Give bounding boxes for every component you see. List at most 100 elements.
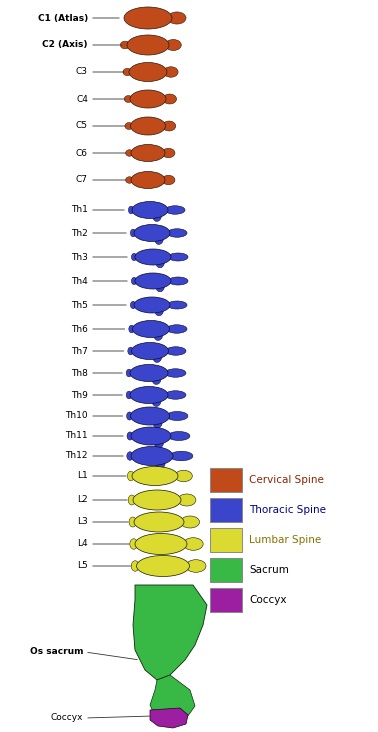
Text: Coccyx: Coccyx (51, 714, 83, 722)
Ellipse shape (127, 35, 169, 55)
Ellipse shape (165, 206, 185, 214)
Ellipse shape (127, 432, 133, 440)
Ellipse shape (152, 376, 161, 384)
Bar (210, 528, 242, 552)
Ellipse shape (128, 347, 133, 355)
Ellipse shape (183, 538, 203, 550)
Ellipse shape (178, 494, 196, 506)
Ellipse shape (130, 539, 138, 549)
Ellipse shape (131, 171, 165, 189)
Text: L4: L4 (77, 539, 88, 548)
Ellipse shape (126, 369, 132, 377)
Text: C1 (Atlas): C1 (Atlas) (38, 13, 88, 23)
Ellipse shape (126, 391, 132, 399)
Ellipse shape (124, 7, 172, 29)
Ellipse shape (127, 471, 134, 481)
Ellipse shape (127, 412, 132, 420)
Ellipse shape (167, 228, 187, 237)
Text: Th5: Th5 (71, 301, 88, 310)
Ellipse shape (163, 121, 176, 131)
Ellipse shape (166, 411, 188, 420)
Bar (210, 558, 242, 582)
Ellipse shape (132, 343, 169, 359)
Ellipse shape (130, 229, 136, 237)
Ellipse shape (153, 212, 161, 221)
Text: Th6: Th6 (71, 324, 88, 334)
Text: Th3: Th3 (71, 253, 88, 261)
Ellipse shape (128, 495, 135, 505)
Ellipse shape (152, 397, 161, 406)
Ellipse shape (120, 41, 130, 49)
Text: Th7: Th7 (71, 346, 88, 356)
Ellipse shape (168, 12, 186, 24)
Text: C5: C5 (76, 122, 88, 130)
Ellipse shape (135, 534, 187, 555)
Ellipse shape (154, 331, 163, 340)
Ellipse shape (129, 62, 167, 81)
Ellipse shape (127, 452, 133, 460)
Ellipse shape (132, 466, 178, 485)
Ellipse shape (165, 40, 181, 51)
Text: Sacrum: Sacrum (249, 565, 289, 575)
Ellipse shape (130, 365, 168, 381)
Ellipse shape (168, 277, 188, 285)
Polygon shape (150, 675, 195, 725)
Text: Th9: Th9 (71, 390, 88, 400)
Ellipse shape (156, 458, 165, 468)
Ellipse shape (131, 561, 139, 571)
Bar (210, 468, 242, 492)
Ellipse shape (131, 427, 171, 445)
Text: C7: C7 (76, 176, 88, 184)
Text: Th12: Th12 (65, 452, 88, 460)
Ellipse shape (186, 560, 206, 572)
Bar (210, 588, 242, 612)
Ellipse shape (156, 259, 164, 268)
Text: C4: C4 (76, 94, 88, 103)
Text: C2 (Axis): C2 (Axis) (42, 40, 88, 50)
Ellipse shape (162, 149, 175, 157)
Text: Os sacrum: Os sacrum (29, 648, 83, 657)
Ellipse shape (129, 325, 134, 333)
Ellipse shape (131, 144, 165, 162)
Ellipse shape (135, 273, 171, 289)
Ellipse shape (153, 354, 161, 362)
Ellipse shape (132, 277, 137, 285)
Ellipse shape (132, 253, 137, 261)
Ellipse shape (181, 516, 200, 528)
Ellipse shape (153, 418, 162, 428)
Text: Th10: Th10 (65, 411, 88, 420)
Ellipse shape (134, 225, 170, 242)
Ellipse shape (155, 307, 163, 315)
Ellipse shape (129, 517, 136, 527)
Ellipse shape (130, 90, 166, 108)
Ellipse shape (167, 325, 187, 333)
Ellipse shape (135, 249, 171, 265)
Ellipse shape (170, 451, 193, 460)
Polygon shape (133, 585, 207, 680)
Ellipse shape (124, 96, 132, 102)
Ellipse shape (168, 253, 188, 261)
Text: Lumbar Spine: Lumbar Spine (249, 535, 321, 545)
Ellipse shape (167, 301, 187, 309)
Ellipse shape (130, 117, 166, 135)
Text: C6: C6 (76, 149, 88, 157)
Ellipse shape (134, 512, 184, 532)
Text: Th4: Th4 (71, 277, 88, 285)
Text: Thoracic Spine: Thoracic Spine (249, 505, 326, 515)
Ellipse shape (162, 176, 175, 184)
Ellipse shape (155, 235, 163, 244)
Ellipse shape (165, 391, 186, 399)
Ellipse shape (133, 321, 169, 337)
Text: Coccyx: Coccyx (249, 595, 287, 605)
Ellipse shape (166, 347, 186, 355)
Ellipse shape (163, 94, 177, 104)
Ellipse shape (130, 302, 136, 309)
Ellipse shape (125, 176, 133, 183)
Text: Th1: Th1 (71, 206, 88, 214)
Ellipse shape (156, 283, 164, 292)
Text: C3: C3 (76, 67, 88, 77)
Ellipse shape (131, 447, 173, 466)
Ellipse shape (155, 438, 163, 448)
Ellipse shape (134, 297, 170, 313)
Ellipse shape (168, 431, 190, 441)
